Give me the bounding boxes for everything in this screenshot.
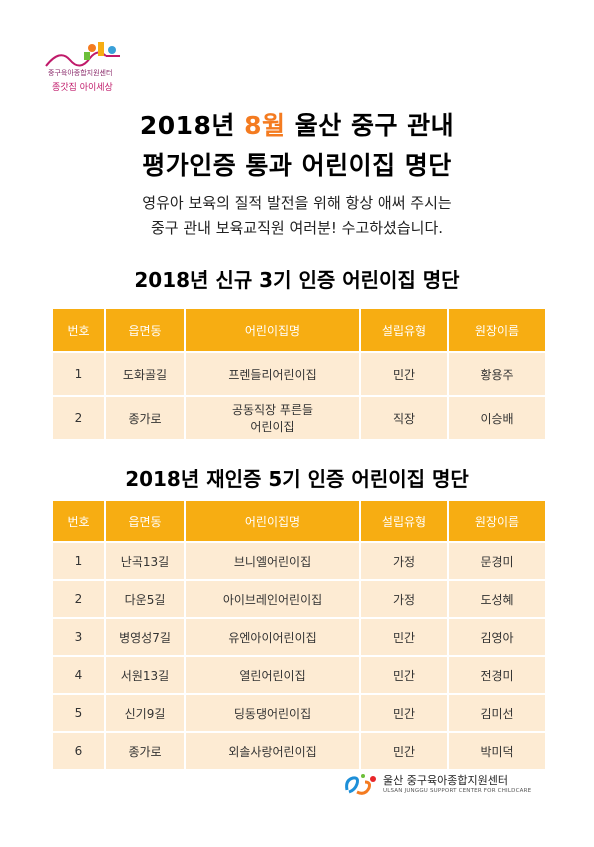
title-region: 울산 중구 관내: [285, 111, 455, 140]
cell-type: 가정: [360, 541, 449, 580]
cell-area: 도화골길: [105, 351, 186, 396]
cell-type: 민간: [360, 655, 449, 694]
cell-name-line2: 어린이집: [250, 420, 295, 434]
table-row: 2 다운5길 아이브레인어린이집 가정 도성혜: [53, 579, 545, 618]
table-header-row: 번호 읍면동 어린이집명 설립유형 원장이름: [53, 501, 545, 542]
cell-name: 프렌들리어린이집: [185, 351, 361, 396]
cell-no: 1: [53, 541, 106, 580]
page-title-line2: 평가인증 통과 어린이집 명단: [142, 151, 452, 180]
intro-line2: 중구 관내 보육교직원 여러분! 수고하셨습니다.: [150, 219, 444, 237]
logo-text-slogan: 종갓집 아이세상: [52, 83, 113, 93]
intro-line1: 영유아 보육의 질적 발전을 위해 항상 애써 주시는: [142, 194, 452, 212]
cell-type: 민간: [360, 617, 449, 656]
cell-type: 민간: [360, 731, 449, 769]
title-month-accent: 8월: [244, 111, 286, 140]
cell-area: 종가로: [105, 395, 186, 439]
logo-illustration-icon: [45, 42, 120, 67]
cell-director: 황용주: [448, 351, 545, 396]
table-row: 3 병영성7길 유엔아이어린이집 민간 김영아: [53, 617, 545, 656]
header-area: 읍면동: [105, 309, 186, 352]
new-certification-table: 번호 읍면동 어린이집명 설립유형 원장이름 1 도화골길 프렌들리어린이집 민…: [53, 309, 545, 439]
header-type: 설립유형: [360, 501, 449, 542]
center-logo: 중구육아종합지원센터 종갓집 아이세상: [40, 38, 130, 98]
cell-name: 아이브레인어린이집: [185, 579, 361, 618]
header-area: 읍면동: [105, 501, 186, 542]
cell-type: 직장: [360, 395, 449, 439]
cell-no: 6: [53, 731, 106, 769]
table-row: 6 종가로 외솔사랑어린이집 민간 박미덕: [53, 731, 545, 769]
cell-director: 문경미: [448, 541, 545, 580]
table-row: 5 신기9길 딩동댕어린이집 민간 김미선: [53, 693, 545, 732]
footer-logo: 울산 중구육아종합지원센터 ULSAN JUNGGU SUPPORT CENTE…: [343, 770, 553, 800]
cell-director: 박미덕: [448, 731, 545, 769]
cell-area: 종가로: [105, 731, 186, 769]
cell-director: 김영아: [448, 617, 545, 656]
cell-area: 난곡13길: [105, 541, 186, 580]
cell-director: 이승배: [448, 395, 545, 439]
header-name: 어린이집명: [185, 309, 361, 352]
cell-type: 가정: [360, 579, 449, 618]
cell-no: 5: [53, 693, 106, 732]
cell-area: 다운5길: [105, 579, 186, 618]
cell-area: 신기9길: [105, 693, 186, 732]
cell-no: 2: [53, 395, 106, 439]
cell-name: 유엔아이어린이집: [185, 617, 361, 656]
cell-type: 민간: [360, 693, 449, 732]
header-no: 번호: [53, 501, 106, 542]
footer-name-en: ULSAN JUNGGU SUPPORT CENTER FOR CHILDCAR…: [383, 788, 532, 794]
support-center-emblem-icon: [345, 774, 376, 795]
section-title-recertification: 2018년 재인증 5기 인증 어린이집 명단: [125, 467, 469, 491]
cell-no: 4: [53, 655, 106, 694]
page-title-line1: 2018년 8월 울산 중구 관내: [0, 106, 594, 142]
table-header-row: 번호 읍면동 어린이집명 설립유형 원장이름: [53, 309, 545, 352]
cell-no: 2: [53, 579, 106, 618]
header-no: 번호: [53, 309, 106, 352]
cell-type: 민간: [360, 351, 449, 396]
logo-text-center: 중구육아종합지원센터: [48, 69, 113, 77]
cell-name: 열린어린이집: [185, 655, 361, 694]
cell-director: 전경미: [448, 655, 545, 694]
cell-no: 3: [53, 617, 106, 656]
table-row: 4 서원13길 열린어린이집 민간 전경미: [53, 655, 545, 694]
header-director: 원장이름: [448, 309, 545, 352]
cell-name: 딩동댕어린이집: [185, 693, 361, 732]
header-type: 설립유형: [360, 309, 449, 352]
cell-name: 외솔사랑어린이집: [185, 731, 361, 769]
cell-name: 브니엘어린이집: [185, 541, 361, 580]
cell-director: 도성혜: [448, 579, 545, 618]
section-title-new: 2018년 신규 3기 인증 어린이집 명단: [134, 268, 460, 292]
table-row: 1 도화골길 프렌들리어린이집 민간 황용주: [53, 351, 545, 396]
cell-area: 병영성7길: [105, 617, 186, 656]
title-year: 2018년: [139, 111, 245, 140]
cell-director: 김미선: [448, 693, 545, 732]
table-row: 1 난곡13길 브니엘어린이집 가정 문경미: [53, 541, 545, 580]
header-director: 원장이름: [448, 501, 545, 542]
cell-name-line1: 공동직장 푸른들: [231, 403, 314, 417]
recertification-table: 번호 읍면동 어린이집명 설립유형 원장이름 1 난곡13길 브니엘어린이집 가…: [53, 501, 545, 769]
cell-no: 1: [53, 351, 106, 396]
footer-name-ko: 울산 중구육아종합지원센터: [383, 774, 508, 787]
header-name: 어린이집명: [185, 501, 361, 542]
cell-area: 서원13길: [105, 655, 186, 694]
